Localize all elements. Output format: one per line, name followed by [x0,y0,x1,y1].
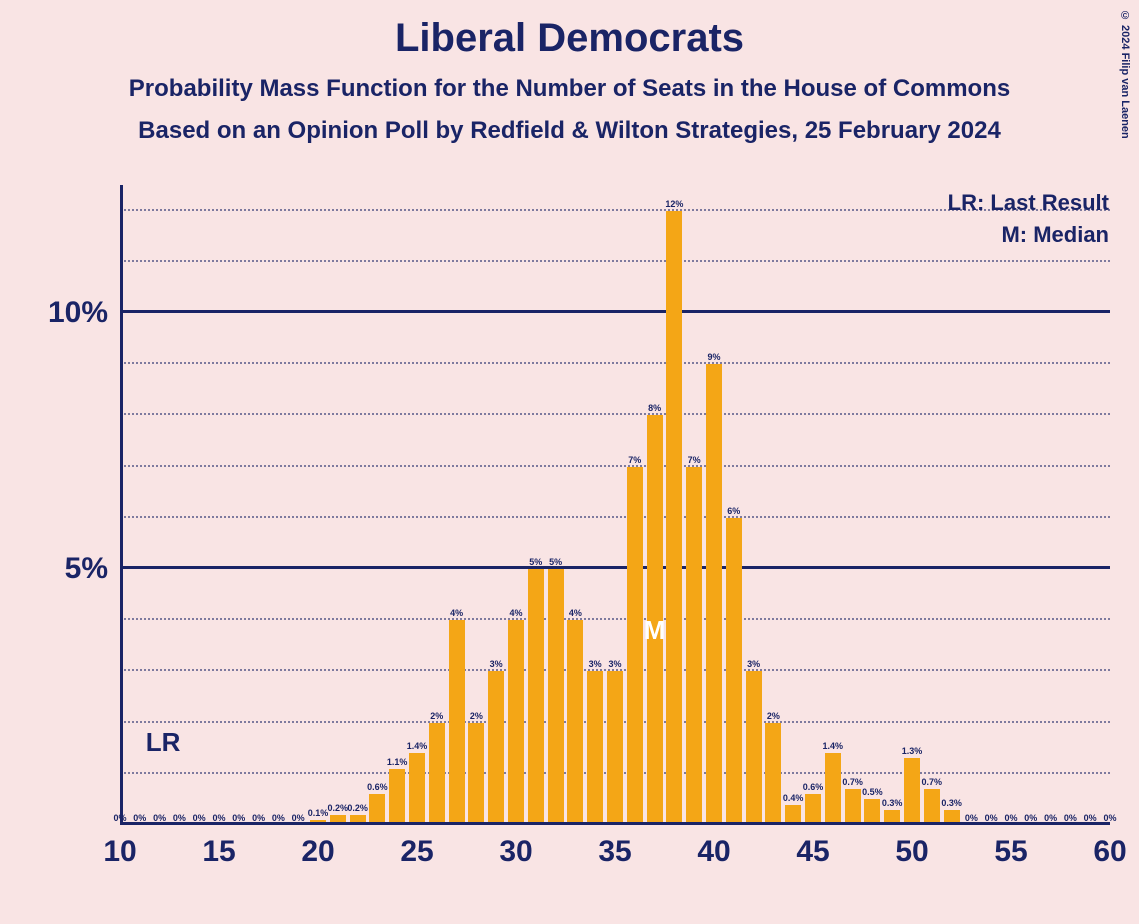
bar: 1.1% [389,769,405,825]
grid-minor [120,260,1110,262]
bar-value-label: 0.4% [783,793,804,805]
x-axis-label: 20 [301,825,334,869]
x-axis-label: 50 [895,825,928,869]
bar-value-label: 7% [628,455,641,467]
bar: 3% [488,671,504,825]
bar: 3% [607,671,623,825]
bar: 2% [765,723,781,825]
bar-value-label: 0.6% [367,782,388,794]
bar: 4% [508,620,524,825]
bar-value-label: 8% [648,403,661,415]
bar-value-label: 3% [589,659,602,671]
grid-minor [120,209,1110,211]
x-axis-label: 35 [598,825,631,869]
y-axis-label: 10% [48,296,120,330]
bar: 6% [726,518,742,825]
x-axis-label: 55 [994,825,1027,869]
bar: 1.4% [409,753,425,825]
bar: 4% [449,620,465,825]
bar: 4% [567,620,583,825]
bar-value-label: 2% [430,711,443,723]
y-axis-label: 5% [65,552,120,586]
bar-value-label: 2% [470,711,483,723]
bar: 7% [627,467,643,825]
copyright-text: © 2024 Filip van Laenen [1119,10,1131,139]
bar-value-label: 1.1% [387,757,408,769]
bar-value-label: 3% [747,659,760,671]
bar: 0.6% [369,794,385,825]
lr-marker: LR [146,727,181,758]
bar-value-label: 12% [665,199,683,211]
y-axis [120,185,123,825]
bar-value-label: 0.3% [882,798,903,810]
bar-value-label: 1.4% [407,741,428,753]
bar-value-label: 1.4% [823,741,844,753]
median-marker: M [644,615,666,646]
bar-value-label: 3% [608,659,621,671]
bar-value-label: 1.3% [902,746,923,758]
bar: 3% [746,671,762,825]
grid-minor [120,413,1110,415]
bar-value-label: 2% [767,711,780,723]
bar: 9% [706,364,722,825]
bar: 2% [468,723,484,825]
bar-value-label: 0.3% [941,798,962,810]
bar-value-label: 4% [450,608,463,620]
bar-value-label: 0.2% [347,803,368,815]
x-axis-label: 25 [400,825,433,869]
x-axis-label: 40 [697,825,730,869]
bar: 5% [528,569,544,825]
bar-value-label: 0.2% [328,803,349,815]
bar-value-label: 4% [509,608,522,620]
bar: 0.7% [845,789,861,825]
chart-subtitle-2: Based on an Opinion Poll by Redfield & W… [0,117,1139,145]
grid-major [120,310,1110,313]
grid-major [120,566,1110,569]
bar: 7% [686,467,702,825]
bar: 5% [548,569,564,825]
bar-value-label: 3% [490,659,503,671]
bar: 2% [429,723,445,825]
bar-value-label: 6% [727,506,740,518]
x-axis-label: 15 [202,825,235,869]
x-axis-label: 30 [499,825,532,869]
bar-value-label: 5% [529,557,542,569]
bar-value-label: 7% [688,455,701,467]
bar-value-label: 0.7% [922,777,943,789]
bar-value-label: 0.6% [803,782,824,794]
bar: 12% [666,211,682,825]
grid-minor [120,362,1110,364]
chart-title: Liberal Democrats [0,0,1139,61]
bar-value-label: 0.7% [842,777,863,789]
x-axis-label: 10 [103,825,136,869]
x-axis-label: 60 [1093,825,1126,869]
grid-minor [120,618,1110,620]
bar: 0.7% [924,789,940,825]
x-axis-label: 45 [796,825,829,869]
bar-value-label: 9% [707,352,720,364]
bar-value-label: 0.5% [862,787,883,799]
bar-value-label: 4% [569,608,582,620]
bar: 1.4% [825,753,841,825]
bar: 3% [587,671,603,825]
bar-value-label: 5% [549,557,562,569]
bar: 0.6% [805,794,821,825]
chart-plot-area: 5%10%0%0%0%0%0%0%0%0%0%0%0.1%0.2%0.2%0.6… [120,185,1110,825]
bar: 1.3% [904,758,920,825]
chart-subtitle-1: Probability Mass Function for the Number… [0,75,1139,103]
grid-minor [120,465,1110,467]
bar-value-label: 0.1% [308,808,329,820]
grid-minor [120,516,1110,518]
